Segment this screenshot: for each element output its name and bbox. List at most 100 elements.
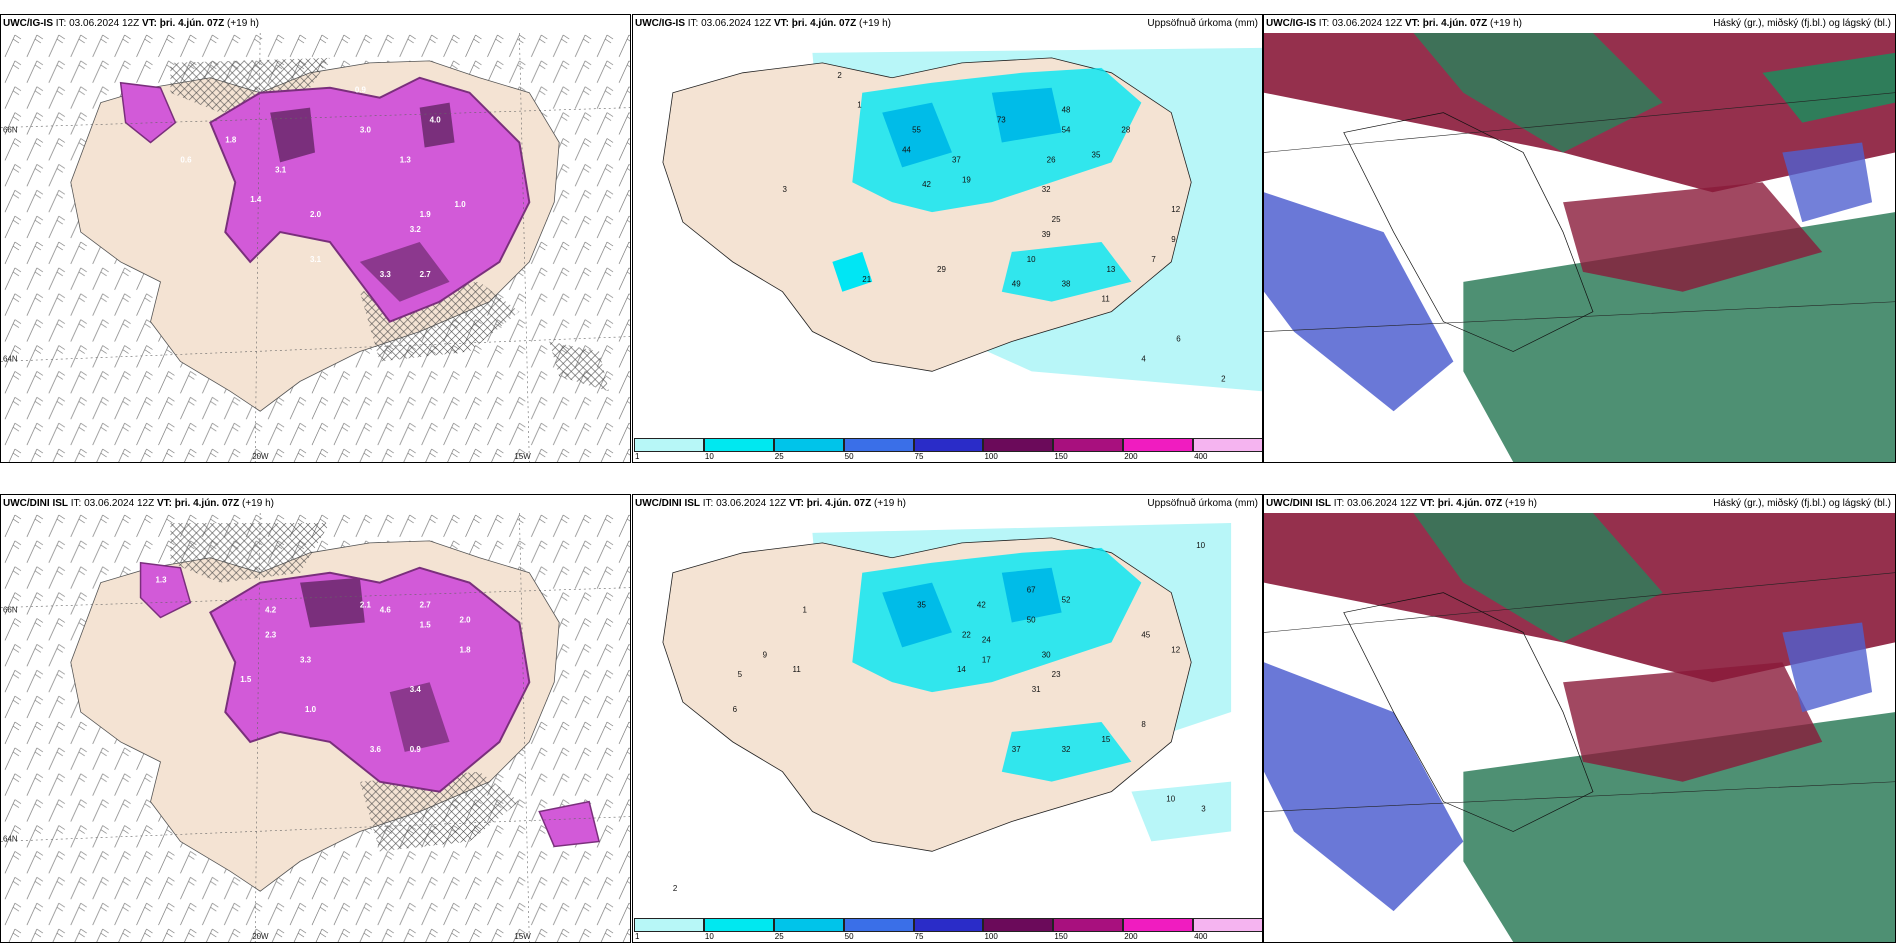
precip-value: 31 (1032, 685, 1041, 694)
colorbar-tick-label: 10 (704, 452, 714, 461)
colorbar: 1 10 25 50 75 100 150 200 400 (633, 436, 1262, 462)
colorbar-swatch (634, 918, 704, 932)
precip-value: 1 (802, 606, 807, 615)
panel-precip-bot: UWC/DINI ISL IT: 03.06.2024 12Z VT: þri.… (632, 494, 1263, 943)
panel-snow-top: UWC/IG-IS IT: 03.06.2024 12Z VT: þri. 4.… (0, 14, 631, 463)
snow-value: 1.4 (250, 195, 262, 204)
snow-value: 2.7 (420, 601, 432, 610)
snow-value: 4.0 (430, 116, 442, 125)
lead-time: (+19 h) (874, 498, 906, 509)
colorbar-swatch (773, 918, 844, 932)
colorbar-swatch (1123, 918, 1194, 932)
precip-value: 45 (1141, 630, 1150, 639)
precip-value: 2 (1221, 374, 1226, 383)
precip-value: 35 (917, 601, 926, 610)
precip-value: 37 (952, 155, 961, 164)
snow-value: 3.2 (410, 225, 422, 234)
colorbar-swatch (983, 918, 1054, 932)
precip-value: 38 (1062, 280, 1071, 289)
colorbar-swatch (1193, 438, 1262, 452)
precip-value: 8 (1141, 720, 1146, 729)
precip-value: 10 (1196, 541, 1205, 550)
colorbar-tick-label: 150 (1054, 932, 1068, 941)
snow-value: 1.5 (240, 675, 252, 684)
snow-map-svg: 66N 64N 20W 15W 0.9 4.0 3.0 1.8 3.1 1.3 … (1, 33, 630, 462)
precip-value: 6 (733, 705, 738, 714)
precip-value: 35 (1092, 150, 1101, 159)
snow-value: 2.0 (460, 615, 472, 624)
panel-header: UWC/DINI ISL IT: 03.06.2024 12Z VT: þri.… (1, 495, 630, 513)
model-name: UWC/IG-IS (1266, 18, 1316, 29)
precip-value: 10 (1166, 795, 1175, 804)
precip-value: 22 (962, 630, 971, 639)
model-name: UWC/DINI ISL (3, 498, 68, 509)
precip-value: 30 (1042, 650, 1051, 659)
colorbar-tick-label: 10 (704, 932, 714, 941)
snow-value: 2.1 (360, 601, 372, 610)
snow-value: 0.6 (180, 155, 192, 164)
init-time: IT: 03.06.2024 12Z (70, 498, 155, 509)
panel-field-title: Uppsöfnuð úrkoma (mm) (1147, 18, 1258, 29)
snow-value: 1.8 (225, 135, 237, 144)
lat-label-66n: 66N (3, 126, 18, 135)
cloud-map (1264, 33, 1895, 462)
snow-value: 4.6 (380, 606, 392, 615)
snow-value: 2.7 (420, 270, 432, 279)
snow-value: 3.6 (370, 745, 382, 754)
precip-map-svg: 10 1 35 42 52 50 67 45 30 22 24 31 23 32… (633, 513, 1262, 916)
precip-value: 5 (738, 670, 743, 679)
snow-value: 0.9 (355, 86, 367, 95)
snow-map: 66N 64N 20W 15W 0.9 4.0 3.0 1.8 3.1 1.3 … (1, 33, 630, 462)
colorbar-swatch (634, 438, 704, 452)
model-name: UWC/DINI ISL (1266, 498, 1331, 509)
precip-value: 29 (937, 265, 946, 274)
model-name: UWC/IG-IS (635, 18, 685, 29)
precip-value: 2 (673, 884, 678, 893)
colorbar-tick-label: 75 (914, 452, 924, 461)
valid-time: VT: þri. 4.jún. 07Z (788, 498, 872, 509)
precip-value: 48 (1062, 106, 1071, 115)
snow-value: 3.3 (380, 270, 392, 279)
colorbar-tick-label: 200 (1124, 932, 1138, 941)
precip-map: 10 1 35 42 52 50 67 45 30 22 24 31 23 32… (633, 513, 1262, 916)
lon-label-15w: 15W (514, 932, 531, 941)
precip-value: 19 (962, 175, 971, 184)
snow-value: 1.0 (305, 705, 317, 714)
valid-time: VT: þri. 4.jún. 07Z (773, 18, 857, 29)
model-name: UWC/IG-IS (3, 18, 53, 29)
precip-value: 50 (1027, 615, 1036, 624)
colorbar-swatch (1193, 918, 1262, 932)
colorbar-tick-label: 25 (774, 452, 784, 461)
cloud-map-svg (1264, 513, 1895, 942)
precip-value: 3 (1201, 805, 1206, 814)
precip-value: 7 (1151, 255, 1156, 264)
precip-value: 13 (1106, 265, 1115, 274)
init-time: IT: 03.06.2024 12Z (687, 18, 772, 29)
snow-value: 1.3 (400, 155, 412, 164)
snow-value: 0.9 (410, 745, 422, 754)
precip-value: 73 (997, 116, 1006, 125)
colorbar-tick-label: 50 (844, 932, 854, 941)
precip-map-svg: 2 1 55 44 73 48 54 28 35 26 37 42 19 32 … (633, 33, 1262, 436)
colorbar-tick-label: 100 (984, 452, 998, 461)
colorbar-tick-label: 100 (984, 932, 998, 941)
valid-time: VT: þri. 4.jún. 07Z (156, 498, 240, 509)
snow-value: 3.4 (410, 685, 422, 694)
snow-value: 1.0 (455, 200, 467, 209)
colorbar-swatch (843, 918, 914, 932)
precip-value: 12 (1171, 205, 1180, 214)
colorbar-tick-label: 75 (914, 932, 924, 941)
precip-value: 4 (1141, 354, 1146, 363)
lat-label-66n: 66N (3, 606, 18, 615)
lead-time: (+19 h) (227, 18, 259, 29)
snow-value: 3.0 (360, 126, 372, 135)
colorbar-tick-label: 50 (844, 452, 854, 461)
precip-value: 24 (982, 635, 991, 644)
panel-clouds-top: UWC/IG-IS IT: 03.06.2024 12Z VT: þri. 4.… (1263, 14, 1896, 463)
colorbar-swatch (1053, 918, 1124, 932)
precip-value: 11 (792, 665, 801, 674)
lon-label-15w: 15W (514, 452, 531, 461)
model-name: UWC/DINI ISL (635, 498, 700, 509)
lon-label-20w: 20W (252, 932, 269, 941)
panel-field-title: Háský (gr.), miðský (fj.bl.) og lágský (… (1713, 18, 1891, 29)
